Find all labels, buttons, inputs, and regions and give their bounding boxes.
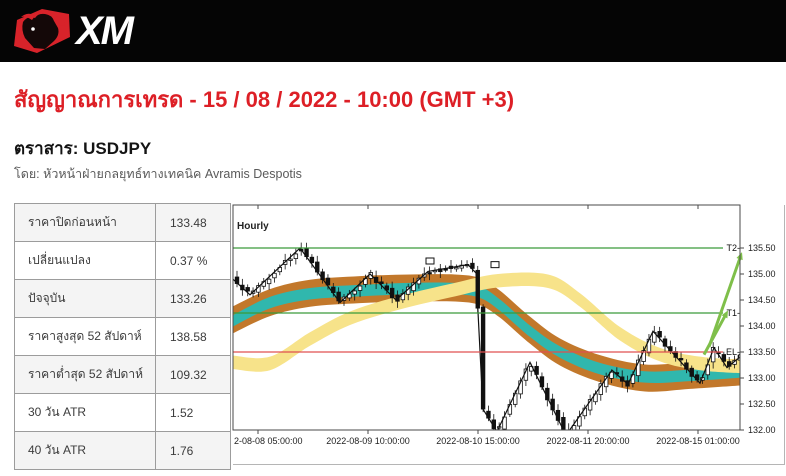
projection-arrow-2 <box>707 255 743 348</box>
y-axis-label: 133.00 <box>748 373 776 383</box>
row-value: 1.76 <box>155 431 231 470</box>
x-axis-label: 2-08-08 05:00:00 <box>234 436 303 446</box>
lagging-ma-ribbon-yellow <box>233 272 740 374</box>
table-row: ราคาต่ำสุด 52 สัปดาห์ 109.32 <box>14 355 231 394</box>
row-value: 0.37 % <box>155 241 231 280</box>
row-value: 133.26 <box>155 279 231 318</box>
timeframe-label: Hourly <box>237 221 269 232</box>
xm-logo[interactable]: XM <box>10 7 134 55</box>
row-label: ราคาปิดก่อนหน้า <box>14 203 156 242</box>
pattern-annotation <box>490 261 500 269</box>
x-axis-label: 2022-08-09 10:00:00 <box>326 436 410 446</box>
price-chart: T2- T1- EL- 132.00 132.50 133.00 133.50 134.00 1… <box>232 204 786 466</box>
table-row: 30 วัน ATR 1.52 <box>14 393 231 432</box>
level-label-el: EL- <box>726 347 740 357</box>
table-row: เปลี่ยนแปลง 0.37 % <box>14 241 231 280</box>
zigzag-line <box>233 247 740 430</box>
y-axis-label: 135.50 <box>748 243 776 253</box>
table-row: ราคาสูงสุด 52 สัปดาห์ 138.58 <box>14 317 231 356</box>
row-label: 30 วัน ATR <box>14 393 156 432</box>
row-value: 138.58 <box>155 317 231 356</box>
arrow-head-icon <box>721 310 728 319</box>
row-value: 1.52 <box>155 393 231 432</box>
row-label: ราคาสูงสุด 52 สัปดาห์ <box>14 317 156 356</box>
x-axis-label: 2022-08-15 01:00:00 <box>656 436 740 446</box>
header-bar: XM <box>0 0 786 62</box>
fast-ma-ribbon-teal <box>233 282 740 384</box>
row-value: 133.48 <box>155 203 231 242</box>
projection-arrow-1 <box>702 313 728 356</box>
table-row: 40 วัน ATR 1.76 <box>14 431 231 470</box>
pattern-annotation <box>425 257 435 265</box>
level-label-t1: T1- <box>727 308 741 318</box>
stats-table: ราคาปิดก่อนหน้า 133.48 เปลี่ยนแปลง 0.37 % ปั… <box>14 203 231 470</box>
table-row: ราคาปิดก่อนหน้า 133.48 <box>14 203 231 242</box>
slow-ma-ribbon-brown <box>233 274 740 392</box>
page-title: สัญญาณการเทรด - 15 / 08 / 2022 - 10:00 (… <box>14 87 515 112</box>
x-axis-label: 2022-08-11 20:00:00 <box>547 436 630 446</box>
y-axis-label: 132.00 <box>748 425 776 435</box>
level-label-t2: T2- <box>727 243 741 253</box>
y-axis-label: 134.50 <box>748 295 776 305</box>
byline: โดย: หัวหน้าฝ่ายกลยุทธ์ทางเทคนิค Avramis… <box>14 167 302 181</box>
xm-wordmark: XM <box>76 9 134 53</box>
row-label: 40 วัน ATR <box>14 431 156 470</box>
x-axis-label: 2022-08-10 15:00:00 <box>436 436 520 446</box>
plot-border <box>232 204 741 431</box>
instrument-title: ตราสาร: USDJPY <box>14 139 152 158</box>
y-axis-label: 133.50 <box>748 347 776 357</box>
row-label: เปลี่ยนแปลง <box>14 241 156 280</box>
table-row: ปัจจุบัน 133.26 <box>14 279 231 318</box>
row-value: 109.32 <box>155 355 231 394</box>
row-label: ปัจจุบัน <box>14 279 156 318</box>
plot-area <box>233 242 740 430</box>
y-axis-label: 132.50 <box>748 399 776 409</box>
bull-icon <box>14 9 70 53</box>
candlestick-chart-svg: T2- T1- EL- 132.00 132.50 133.00 133.50 134.00 1… <box>232 204 785 465</box>
candles-layer <box>234 242 740 430</box>
row-label: ราคาต่ำสุด 52 สัปดาห์ <box>14 355 156 394</box>
y-axis-label: 135.00 <box>748 269 776 279</box>
y-axis-label: 134.00 <box>748 321 776 331</box>
